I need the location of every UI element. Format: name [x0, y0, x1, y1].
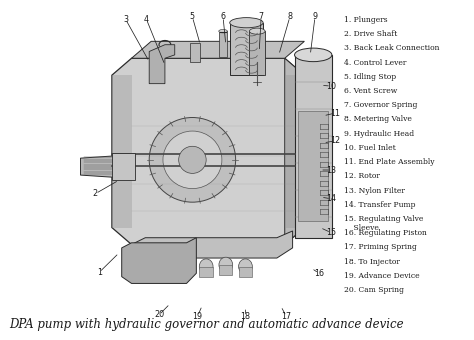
- Ellipse shape: [179, 146, 206, 173]
- Text: 13: 13: [326, 166, 336, 174]
- Text: 1. Plungers: 1. Plungers: [345, 16, 388, 24]
- Bar: [219, 266, 232, 275]
- Text: 16: 16: [314, 269, 324, 278]
- Text: 6. Vent Screw: 6. Vent Screw: [345, 87, 398, 95]
- Text: 15. Regulating Valve
    Sleeve: 15. Regulating Valve Sleeve: [345, 215, 424, 232]
- Ellipse shape: [219, 30, 228, 33]
- Text: 11. End Plate Assembly: 11. End Plate Assembly: [345, 158, 435, 166]
- Text: 5: 5: [190, 13, 195, 21]
- Text: 5. Idling Stop: 5. Idling Stop: [345, 73, 397, 81]
- Text: 2: 2: [93, 189, 98, 198]
- Polygon shape: [81, 155, 131, 179]
- Ellipse shape: [149, 118, 236, 202]
- Text: 2. Drive Shaft: 2. Drive Shaft: [345, 30, 398, 38]
- Ellipse shape: [230, 18, 263, 28]
- Bar: [285, 75, 304, 227]
- Text: 14: 14: [326, 194, 336, 203]
- Text: 7: 7: [259, 13, 264, 21]
- Ellipse shape: [294, 48, 332, 62]
- Text: 10: 10: [326, 82, 336, 90]
- Ellipse shape: [238, 259, 252, 274]
- Text: 1: 1: [97, 268, 102, 277]
- Text: 12: 12: [330, 136, 340, 146]
- Text: 7. Governor Spring: 7. Governor Spring: [345, 101, 418, 109]
- Polygon shape: [131, 231, 292, 258]
- Text: 3: 3: [123, 15, 128, 24]
- Bar: [249, 31, 265, 75]
- Bar: [191, 43, 201, 62]
- Text: 6: 6: [220, 13, 226, 21]
- Text: 3. Back Leak Connection: 3. Back Leak Connection: [345, 45, 440, 52]
- Text: 4: 4: [144, 15, 149, 24]
- Ellipse shape: [163, 131, 222, 189]
- Text: 12. Rotor: 12. Rotor: [345, 172, 380, 181]
- Text: 20: 20: [154, 310, 164, 319]
- Text: 20. Cam Spring: 20. Cam Spring: [345, 286, 404, 294]
- Bar: [230, 23, 263, 75]
- Text: 8. Metering Valve: 8. Metering Valve: [345, 116, 412, 123]
- Text: 14. Transfer Pump: 14. Transfer Pump: [345, 201, 416, 209]
- Text: 18. To Injector: 18. To Injector: [345, 258, 401, 266]
- Polygon shape: [122, 238, 196, 284]
- Text: DPA pump with hydraulic governor and automatic advance device: DPA pump with hydraulic governor and aut…: [9, 318, 403, 331]
- Polygon shape: [112, 58, 304, 244]
- Bar: [299, 111, 328, 221]
- Bar: [239, 267, 252, 277]
- Text: 16. Regulating Piston: 16. Regulating Piston: [345, 229, 428, 237]
- Ellipse shape: [199, 259, 213, 274]
- Text: 17. Priming Spring: 17. Priming Spring: [345, 243, 417, 252]
- Text: 19. Advance Device: 19. Advance Device: [345, 272, 420, 280]
- Text: 4. Control Lever: 4. Control Lever: [345, 58, 407, 67]
- Polygon shape: [149, 45, 175, 84]
- Text: 9. Hydraulic Head: 9. Hydraulic Head: [345, 130, 415, 138]
- Text: 15: 15: [326, 228, 336, 237]
- Polygon shape: [131, 41, 304, 58]
- Bar: [294, 55, 332, 238]
- Text: 9: 9: [312, 13, 318, 21]
- Polygon shape: [285, 58, 304, 244]
- Ellipse shape: [219, 257, 233, 272]
- Bar: [112, 75, 131, 227]
- Text: 10. Fuel Inlet: 10. Fuel Inlet: [345, 144, 396, 152]
- Text: 17: 17: [281, 312, 292, 321]
- Text: 18: 18: [240, 312, 250, 321]
- Bar: [200, 267, 213, 277]
- Bar: [112, 153, 136, 180]
- Text: 19: 19: [192, 312, 202, 321]
- Text: 13. Nylon Filter: 13. Nylon Filter: [345, 187, 405, 194]
- Text: 8: 8: [287, 13, 292, 21]
- Text: 11: 11: [330, 108, 340, 118]
- Bar: [219, 31, 228, 56]
- Ellipse shape: [249, 28, 265, 34]
